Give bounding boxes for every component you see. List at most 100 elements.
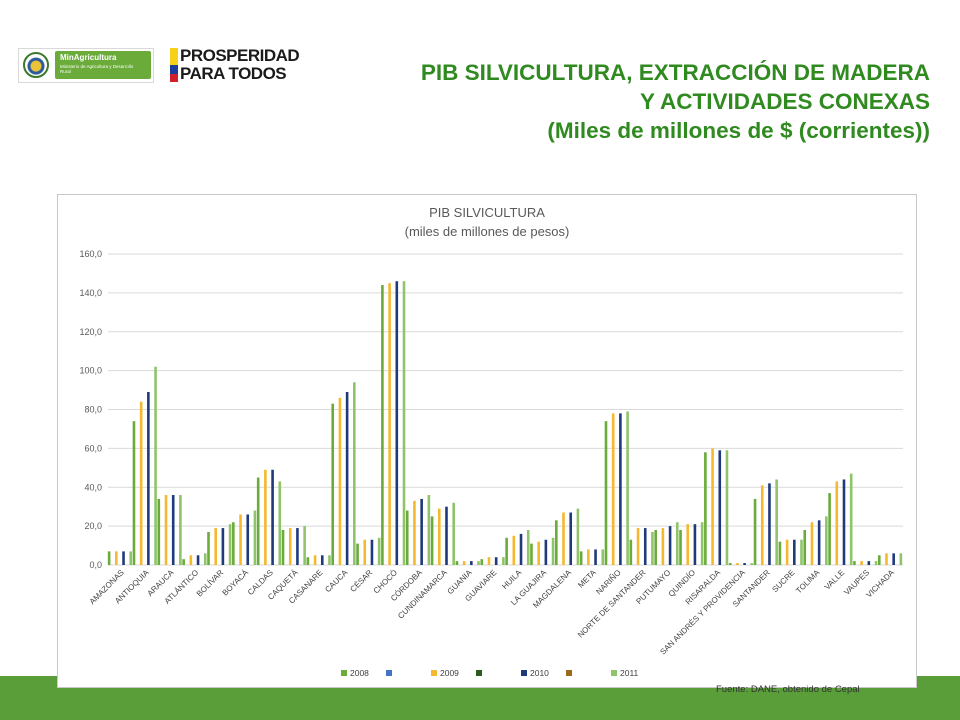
bar-2009-29	[835, 481, 839, 565]
bar-2010-17	[544, 539, 548, 565]
bar-2010-22	[668, 526, 672, 565]
bar-2009-11	[388, 283, 391, 565]
legend-swatch	[611, 670, 617, 676]
bar-2011-5	[253, 510, 257, 565]
title-line-1: PIB SILVICULTURA, EXTRACCIÓN DE MADERA	[420, 60, 930, 85]
bar-2009-0	[115, 551, 118, 565]
colombia-flag-icon	[170, 48, 178, 82]
bar-2010-6	[271, 469, 274, 565]
bar-2010-2	[171, 495, 175, 565]
bar-2009-24	[711, 448, 714, 565]
y-tick-label: 0,0	[89, 560, 102, 570]
bar-2008-0	[107, 551, 111, 565]
legend-label: 2008	[350, 668, 369, 678]
bar-2009-14	[462, 561, 466, 565]
bar-2011-17	[551, 537, 555, 565]
bar-2011-15	[502, 557, 505, 565]
bar-2010-13	[445, 506, 448, 565]
legend-label: 2011	[620, 668, 639, 678]
legend-swatch	[341, 670, 347, 676]
bar-2010-30	[867, 561, 871, 565]
bar-2008-16	[505, 537, 508, 565]
bar-2008-28	[803, 530, 807, 565]
bar-2009-27	[785, 539, 789, 565]
bar-2008-15	[480, 559, 484, 565]
bar-2010-28	[817, 520, 821, 565]
bar-2008-27	[778, 541, 782, 565]
bar-2011-16	[526, 530, 530, 565]
bar-2010-29	[842, 479, 846, 565]
bar-2011-23	[700, 522, 704, 565]
bar-2009-18	[562, 512, 565, 565]
bar-2009-22	[661, 528, 665, 565]
bar-2008-9	[331, 403, 335, 565]
bar-2010-0	[122, 551, 125, 565]
bar-2009-1	[139, 401, 143, 565]
bar-2010-31	[892, 553, 895, 565]
bar-2010-4	[221, 528, 225, 565]
bar-2010-14	[470, 561, 473, 565]
bar-2011-3	[203, 553, 207, 565]
y-tick-label: 140,0	[79, 288, 102, 298]
title-line-3: (Miles de millones de $ (corrientes))	[547, 118, 930, 143]
bar-2011-7	[303, 526, 306, 565]
y-tick-label: 20,0	[84, 521, 102, 531]
bar-2008-26	[753, 498, 757, 565]
coat-of-arms-icon	[23, 52, 49, 78]
bar-2009-2	[164, 495, 168, 565]
minagricultura-logo: MinAgricultura Ministerio de Agricultura…	[18, 48, 154, 83]
legend-swatch	[476, 670, 482, 676]
bar-2010-8	[320, 555, 324, 565]
bar-2009-25	[736, 563, 739, 565]
x-tick-label: BOLÍVAR	[195, 568, 226, 599]
bar-2008-21	[629, 539, 633, 565]
bar-2009-5	[239, 514, 242, 565]
chart-frame: PIB SILVICULTURA (miles de millones de p…	[57, 194, 917, 688]
x-tick-label: BOYACÁ	[221, 568, 251, 598]
bar-2010-11	[395, 281, 399, 565]
bar-2008-12	[405, 510, 409, 565]
x-tick-label: CÉSAR	[348, 568, 374, 594]
legend-swatch	[521, 670, 527, 676]
bar-2010-21	[643, 528, 647, 565]
bar-2009-12	[413, 500, 416, 565]
bar-2010-1	[147, 392, 150, 565]
bar-2009-9	[338, 397, 342, 565]
bar-2009-30	[860, 561, 863, 565]
bar-2011-31	[899, 553, 903, 565]
bar-2008-17	[530, 543, 533, 565]
x-tick-label: CAUCA	[323, 568, 350, 595]
bar-2011-27	[800, 539, 803, 565]
bar-chart: PIB SILVICULTURA (miles de millones de p…	[79, 205, 903, 678]
bar-2008-2	[157, 498, 161, 565]
bar-2010-12	[420, 498, 423, 565]
bar-2008-14	[455, 561, 459, 565]
y-tick-label: 40,0	[84, 482, 102, 492]
bar-2011-28	[825, 516, 828, 565]
x-tick-label: VICHADA	[864, 568, 896, 600]
bar-2010-15	[494, 557, 498, 565]
bar-2009-17	[537, 541, 540, 565]
bar-2009-13	[437, 508, 441, 565]
bar-2009-28	[810, 522, 814, 565]
bar-2011-25	[750, 563, 754, 565]
bar-2011-1	[154, 366, 157, 565]
bar-2008-3	[182, 559, 185, 565]
bar-2010-27	[793, 539, 796, 565]
bar-2008-10	[356, 543, 359, 565]
bar-2008-22	[654, 530, 657, 565]
bar-2011-6	[278, 481, 282, 565]
x-tick-label: TOLIMA	[794, 568, 822, 596]
slide-title: PIB SILVICULTURA, EXTRACCIÓN DE MADERA Y…	[421, 58, 930, 145]
bar-2009-31	[885, 553, 888, 565]
bar-2010-18	[569, 512, 573, 565]
title-line-2: Y ACTIVIDADES CONEXAS	[639, 89, 930, 114]
bar-2011-20	[626, 411, 629, 565]
bar-2011-22	[675, 522, 679, 565]
bar-2011-10	[377, 537, 381, 565]
bar-2008-11	[381, 285, 384, 565]
bar-2008-30	[853, 561, 856, 565]
bar-2011-9	[353, 382, 356, 565]
bar-2008-31	[877, 555, 881, 565]
bar-2009-15	[487, 557, 491, 565]
